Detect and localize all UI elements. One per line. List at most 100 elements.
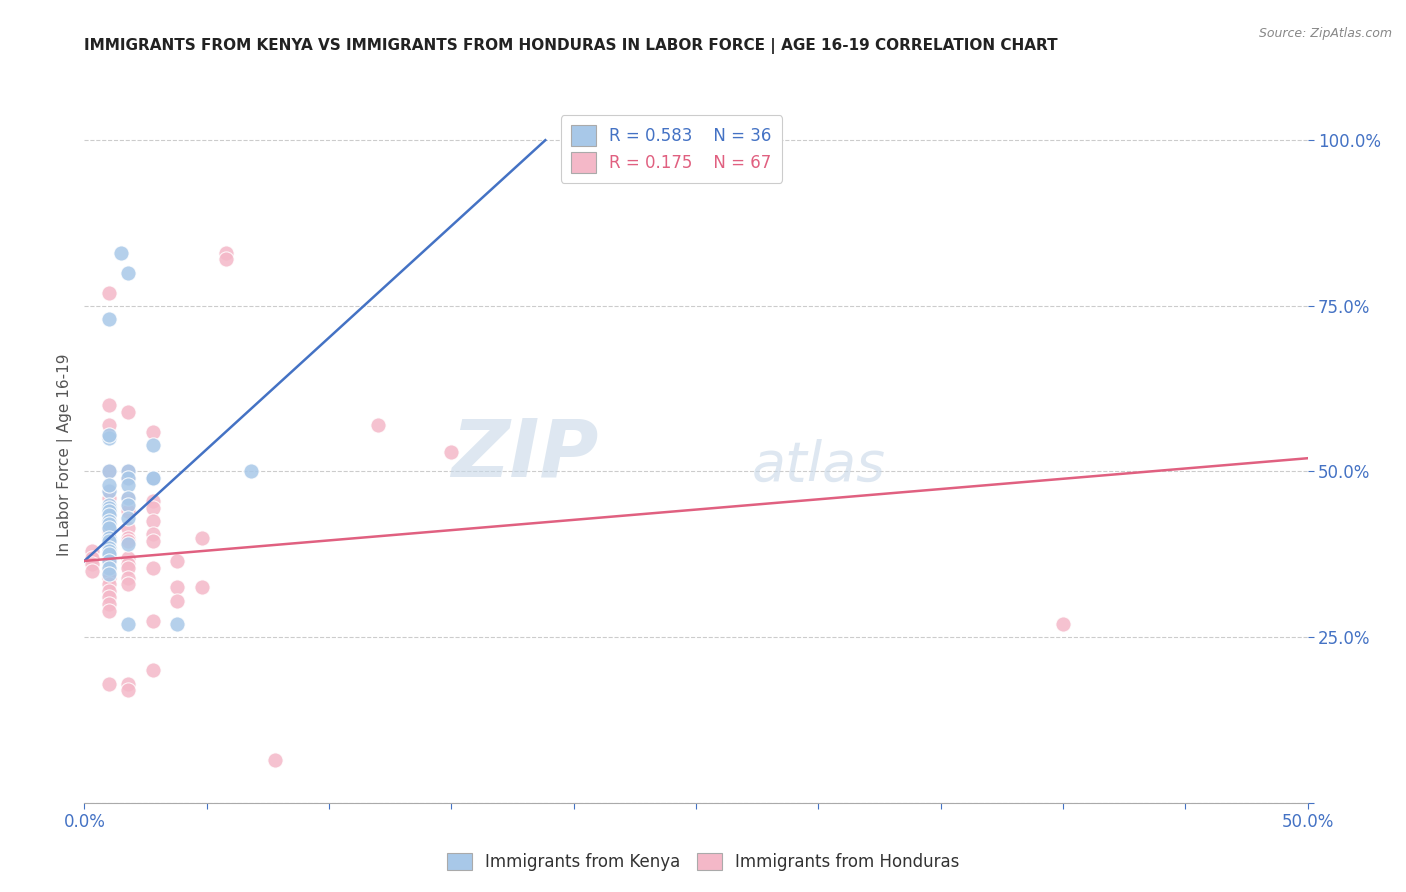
Point xyxy=(142,534,165,549)
Point xyxy=(142,514,165,528)
Point xyxy=(97,500,120,515)
Point xyxy=(166,581,188,595)
Legend: R = 0.583    N = 36, R = 0.175    N = 67: R = 0.583 N = 36, R = 0.175 N = 67 xyxy=(561,115,782,183)
Point xyxy=(142,425,165,439)
Point xyxy=(80,558,103,572)
Point xyxy=(142,560,165,574)
Point xyxy=(97,541,120,555)
Point xyxy=(117,491,139,505)
Point xyxy=(97,504,120,518)
Point xyxy=(80,550,103,565)
Point xyxy=(117,266,139,280)
Point xyxy=(117,405,139,419)
Point xyxy=(142,500,165,515)
Point xyxy=(97,491,120,505)
Point xyxy=(97,514,120,528)
Point xyxy=(117,471,139,485)
Point xyxy=(97,591,120,605)
Y-axis label: In Labor Force | Age 16-19: In Labor Force | Age 16-19 xyxy=(58,353,73,557)
Point xyxy=(97,484,120,499)
Point xyxy=(142,471,165,485)
Point xyxy=(97,465,120,479)
Point xyxy=(97,498,120,512)
Point xyxy=(97,312,120,326)
Point xyxy=(117,471,139,485)
Point xyxy=(166,616,188,631)
Point xyxy=(117,498,139,512)
Point xyxy=(117,504,139,518)
Text: Source: ZipAtlas.com: Source: ZipAtlas.com xyxy=(1258,27,1392,40)
Point xyxy=(117,560,139,574)
Point xyxy=(142,471,165,485)
Point xyxy=(97,517,120,532)
Point xyxy=(117,537,139,551)
Point xyxy=(117,500,139,515)
Point xyxy=(97,508,120,522)
Point xyxy=(142,438,165,452)
Point xyxy=(80,564,103,578)
Point xyxy=(117,577,139,591)
Point xyxy=(166,593,188,607)
Point xyxy=(97,550,120,565)
Point xyxy=(117,531,139,545)
Text: IMMIGRANTS FROM KENYA VS IMMIGRANTS FROM HONDURAS IN LABOR FORCE | AGE 16-19 COR: IMMIGRANTS FROM KENYA VS IMMIGRANTS FROM… xyxy=(84,37,1057,54)
Point xyxy=(117,521,139,535)
Legend: Immigrants from Kenya, Immigrants from Honduras: Immigrants from Kenya, Immigrants from H… xyxy=(439,845,967,880)
Point xyxy=(97,534,120,549)
Point xyxy=(142,614,165,628)
Point xyxy=(97,531,120,545)
Point xyxy=(117,477,139,491)
Point xyxy=(97,531,120,545)
Point xyxy=(215,252,238,267)
Point xyxy=(97,465,120,479)
Point xyxy=(142,527,165,541)
Point xyxy=(97,552,120,566)
Point xyxy=(97,517,120,532)
Point xyxy=(97,524,120,538)
Text: ZIP: ZIP xyxy=(451,416,598,494)
Point xyxy=(97,428,120,442)
Point xyxy=(97,537,120,551)
Point xyxy=(97,484,120,499)
Point xyxy=(117,511,139,525)
Point xyxy=(117,465,139,479)
Point xyxy=(97,567,120,582)
Point xyxy=(97,477,120,491)
Point xyxy=(117,676,139,690)
Point xyxy=(97,554,120,568)
Point xyxy=(97,558,120,572)
Point xyxy=(110,245,132,260)
Point xyxy=(117,570,139,584)
Point xyxy=(142,471,165,485)
Point xyxy=(97,570,120,584)
Point xyxy=(97,560,120,574)
Point xyxy=(1052,616,1074,631)
Point xyxy=(191,581,214,595)
Point xyxy=(97,597,120,611)
Point xyxy=(97,676,120,690)
Point xyxy=(97,398,120,412)
Point xyxy=(97,545,120,559)
Point xyxy=(97,418,120,433)
Text: atlas: atlas xyxy=(751,439,886,491)
Point xyxy=(239,465,262,479)
Point xyxy=(97,583,120,598)
Point xyxy=(264,753,287,767)
Point xyxy=(97,577,120,591)
Point xyxy=(97,547,120,561)
Point xyxy=(97,544,120,558)
Point xyxy=(97,514,120,528)
Point xyxy=(191,531,214,545)
Point xyxy=(97,285,120,300)
Point xyxy=(142,663,165,677)
Point xyxy=(97,541,120,555)
Point xyxy=(97,604,120,618)
Point xyxy=(97,508,120,522)
Point xyxy=(117,550,139,565)
Point xyxy=(117,491,139,505)
Point xyxy=(166,554,188,568)
Point xyxy=(117,558,139,572)
Point xyxy=(117,465,139,479)
Point xyxy=(117,616,139,631)
Point xyxy=(440,444,463,458)
